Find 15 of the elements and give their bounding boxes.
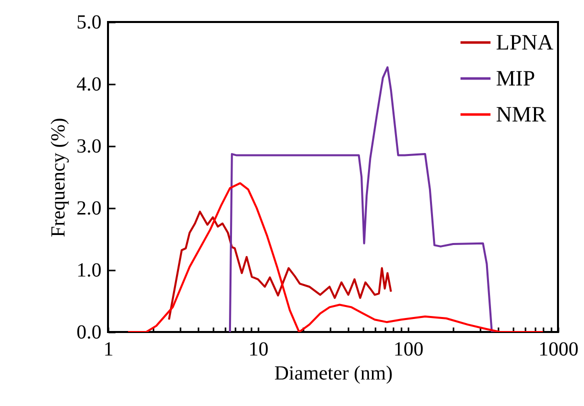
y-tick-label: 3.0 [76,136,102,158]
x-tick-label: 1 [104,338,114,360]
y-tick-label: 5.0 [76,12,102,34]
legend-label: NMR [496,102,546,126]
y-tick-label: 0.0 [76,322,102,344]
x-tick-label: 1000 [538,338,578,360]
y-tick-label: 2.0 [76,198,102,220]
legend-label: MIP [496,66,536,90]
x-axis-title: Diameter (nm) [274,362,393,384]
y-tick-label: 1.0 [76,260,102,282]
legend-label: LPNA [496,30,554,54]
x-tick-label: 100 [394,338,424,360]
y-tick-label: 4.0 [76,74,102,96]
x-tick-label: 10 [248,338,268,360]
y-axis-title: Frequency (%) [48,118,70,238]
